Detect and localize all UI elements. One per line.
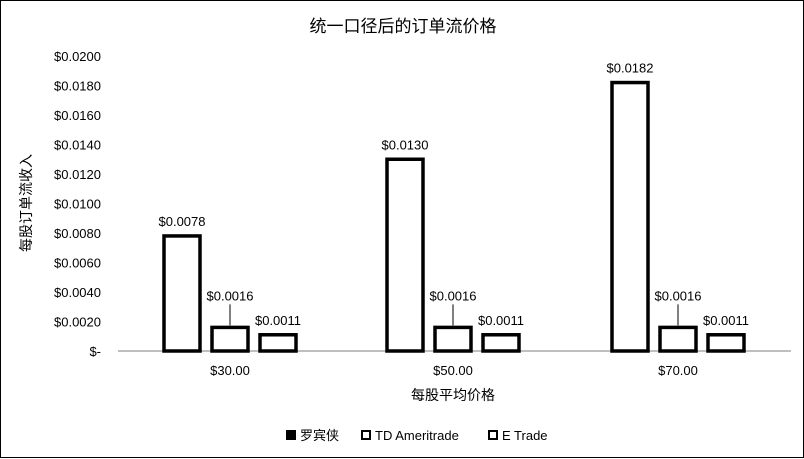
y-tick-label: $0.0040	[54, 285, 101, 300]
bar	[481, 333, 521, 353]
bar	[706, 333, 746, 353]
x-tick-label: $70.00	[658, 363, 698, 378]
bar	[385, 157, 425, 353]
y-tick-label: $0.0120	[54, 167, 101, 182]
data-label: $0.0016	[207, 288, 254, 303]
y-axis-ticks: $- $0.0020 $0.0040 $0.0060 $0.0080 $0.0100 $0.…	[54, 49, 101, 359]
chart-title: 统一口径后的订单流价格	[310, 17, 497, 36]
bar	[610, 80, 650, 353]
data-label: $0.0016	[655, 288, 702, 303]
data-label: $0.0182	[607, 61, 654, 76]
y-tick-label: $0.0060	[54, 256, 101, 271]
y-tick-label: $0.0200	[54, 49, 101, 64]
data-label: $0.0011	[255, 313, 301, 328]
y-axis-label: 每股订单流收入	[18, 154, 34, 252]
bar	[433, 325, 473, 353]
data-label: $0.0130	[382, 137, 429, 152]
bar	[162, 234, 202, 353]
y-tick-label: $0.0180	[54, 79, 101, 94]
data-label: $0.0011	[703, 313, 749, 328]
x-tick-label: $50.00	[433, 363, 473, 378]
y-tick-label: $0.0020	[54, 315, 101, 330]
x-axis-ticks: $30.00 $50.00 $70.00	[210, 363, 698, 378]
bar	[658, 325, 698, 353]
data-label: $0.0078	[159, 214, 206, 229]
data-label: $0.0011	[478, 313, 524, 328]
bars-group: $0.0078$0.0130$0.0182$0.0016 $0.0016 $0.00…	[159, 61, 749, 353]
legend-label: TD Ameritrade	[375, 428, 459, 443]
bar	[210, 325, 250, 353]
y-tick-label: $-	[89, 344, 101, 359]
bar	[258, 333, 298, 353]
y-tick-label: $0.0160	[54, 108, 101, 123]
legend-swatch	[286, 430, 296, 440]
y-tick-label: $0.0080	[54, 226, 101, 241]
x-axis-label: 每股平均价格	[411, 387, 495, 403]
legend-swatch	[361, 430, 371, 440]
legend: 罗宾侠 TD Ameritrade E Trade	[286, 428, 548, 443]
legend-label: 罗宾侠	[300, 428, 339, 443]
y-tick-label: $0.0100	[54, 197, 101, 212]
legend-swatch	[488, 430, 498, 440]
y-tick-label: $0.0140	[54, 138, 101, 153]
x-tick-label: $30.00	[210, 363, 250, 378]
data-label: $0.0016	[430, 288, 477, 303]
legend-label: E Trade	[502, 428, 548, 443]
